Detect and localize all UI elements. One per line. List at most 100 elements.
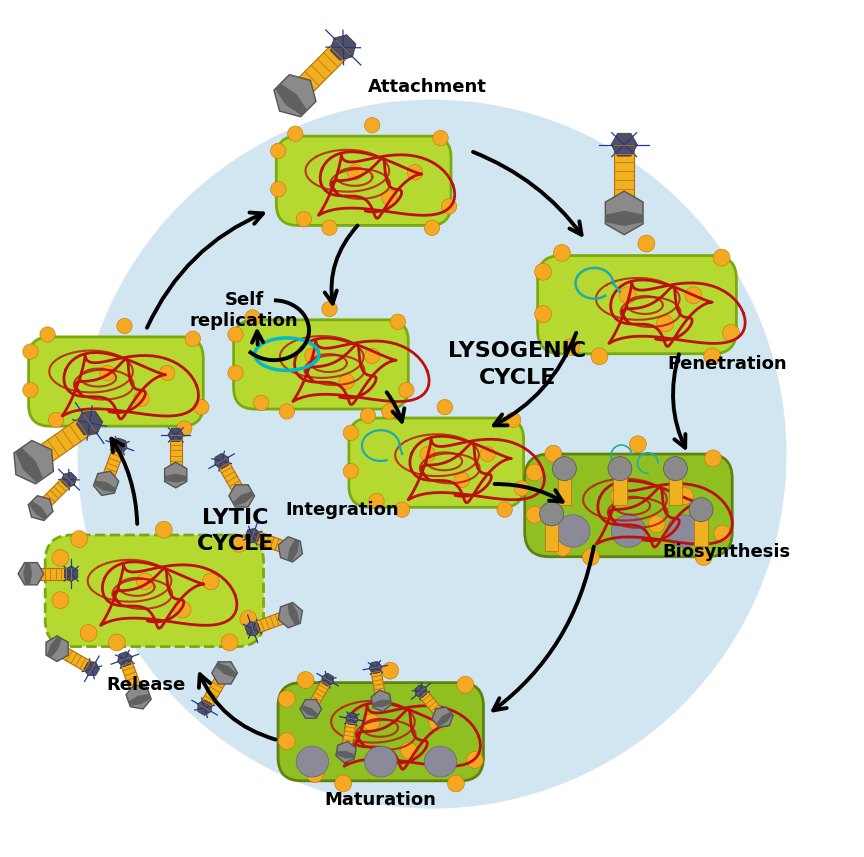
Polygon shape	[278, 536, 302, 562]
Polygon shape	[330, 34, 356, 60]
Circle shape	[278, 691, 295, 707]
Circle shape	[228, 365, 244, 381]
Circle shape	[347, 165, 363, 180]
Circle shape	[270, 182, 286, 197]
Polygon shape	[417, 688, 444, 718]
Polygon shape	[14, 440, 54, 484]
Circle shape	[664, 457, 688, 481]
FancyBboxPatch shape	[278, 683, 484, 781]
FancyBboxPatch shape	[276, 136, 451, 225]
Circle shape	[619, 287, 636, 303]
Circle shape	[22, 382, 38, 398]
Polygon shape	[301, 705, 319, 717]
Circle shape	[382, 404, 397, 419]
Circle shape	[228, 327, 244, 342]
Polygon shape	[300, 699, 321, 718]
Polygon shape	[212, 662, 238, 684]
Polygon shape	[102, 444, 125, 482]
Circle shape	[194, 399, 209, 415]
Polygon shape	[23, 563, 32, 584]
Circle shape	[185, 331, 200, 346]
Ellipse shape	[667, 515, 701, 548]
Circle shape	[554, 539, 571, 556]
Polygon shape	[35, 567, 71, 579]
Polygon shape	[614, 145, 634, 207]
Circle shape	[221, 634, 238, 651]
Circle shape	[382, 190, 397, 206]
Circle shape	[638, 235, 655, 252]
Circle shape	[108, 634, 125, 651]
Circle shape	[297, 672, 314, 688]
Circle shape	[156, 521, 172, 538]
Circle shape	[514, 481, 530, 496]
Polygon shape	[251, 530, 289, 554]
Circle shape	[457, 676, 473, 693]
Circle shape	[52, 591, 69, 608]
Polygon shape	[76, 411, 103, 435]
Bar	[557, 471, 571, 506]
FancyBboxPatch shape	[537, 255, 736, 354]
Circle shape	[420, 446, 435, 462]
Polygon shape	[118, 651, 132, 667]
Text: Release: Release	[106, 676, 186, 694]
Circle shape	[553, 244, 570, 261]
FancyBboxPatch shape	[45, 535, 264, 646]
Circle shape	[398, 382, 414, 398]
Circle shape	[611, 488, 627, 505]
Polygon shape	[341, 718, 357, 750]
Polygon shape	[245, 621, 260, 636]
Polygon shape	[47, 637, 62, 658]
Polygon shape	[29, 501, 48, 520]
Circle shape	[99, 365, 115, 381]
Circle shape	[40, 327, 55, 342]
Polygon shape	[611, 133, 638, 156]
Ellipse shape	[556, 515, 590, 548]
Circle shape	[382, 662, 398, 679]
Circle shape	[321, 220, 337, 236]
Circle shape	[279, 404, 295, 419]
Circle shape	[424, 220, 440, 236]
Text: Maturation: Maturation	[325, 791, 436, 809]
Polygon shape	[119, 657, 143, 695]
FancyBboxPatch shape	[349, 418, 524, 507]
Circle shape	[78, 99, 786, 809]
Circle shape	[562, 339, 580, 356]
Polygon shape	[322, 674, 334, 686]
Polygon shape	[278, 602, 302, 627]
Bar	[669, 471, 683, 506]
Circle shape	[391, 314, 405, 329]
Circle shape	[582, 548, 600, 566]
Polygon shape	[61, 472, 77, 488]
Circle shape	[437, 399, 453, 415]
Circle shape	[713, 249, 730, 267]
Circle shape	[442, 199, 457, 214]
Circle shape	[552, 457, 576, 481]
Circle shape	[176, 421, 192, 436]
Circle shape	[360, 408, 376, 423]
Polygon shape	[606, 211, 643, 226]
Polygon shape	[94, 481, 116, 492]
Polygon shape	[288, 539, 299, 561]
Circle shape	[657, 315, 674, 332]
Polygon shape	[415, 685, 427, 698]
Circle shape	[321, 301, 337, 316]
Polygon shape	[336, 751, 355, 758]
Polygon shape	[57, 645, 95, 674]
Text: Biosynthesis: Biosynthesis	[663, 543, 791, 561]
Polygon shape	[129, 694, 151, 706]
Polygon shape	[292, 40, 351, 99]
Circle shape	[175, 601, 191, 618]
Circle shape	[305, 348, 320, 363]
Circle shape	[608, 457, 632, 481]
Circle shape	[540, 502, 563, 526]
Polygon shape	[46, 636, 68, 662]
Ellipse shape	[612, 515, 645, 548]
Polygon shape	[336, 741, 356, 763]
Circle shape	[704, 348, 721, 365]
Circle shape	[365, 348, 380, 363]
Text: LYTIC
CYCLE: LYTIC CYCLE	[197, 508, 274, 554]
Circle shape	[365, 117, 380, 133]
Polygon shape	[432, 707, 454, 728]
Text: LYSOGENIC
CYCLE: LYSOGENIC CYCLE	[448, 341, 587, 387]
Polygon shape	[217, 458, 245, 495]
